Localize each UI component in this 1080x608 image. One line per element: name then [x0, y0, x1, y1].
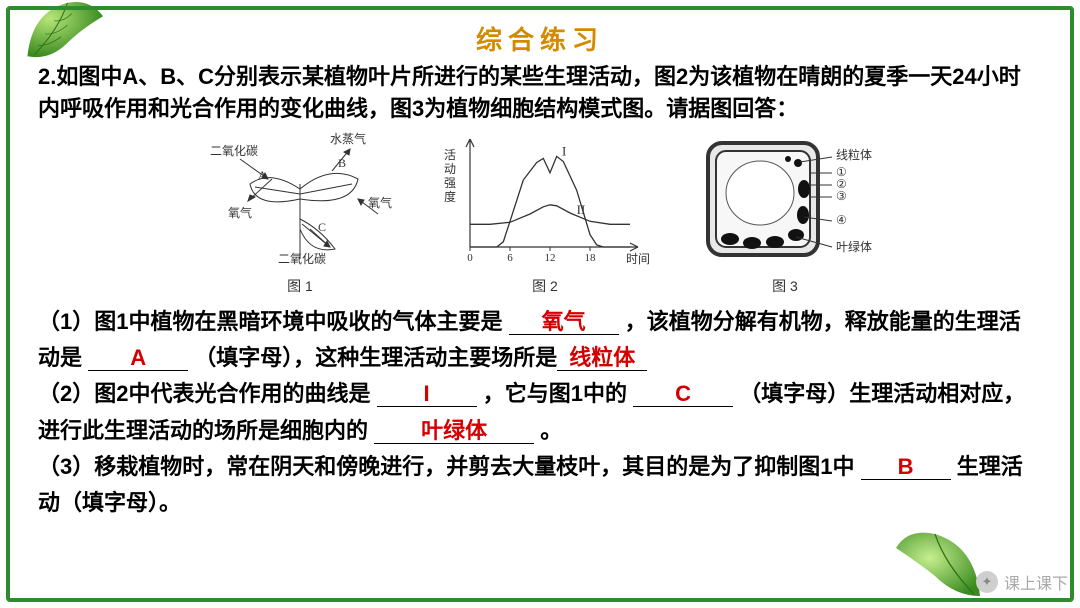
- fig1-label-vapor: 水蒸气: [330, 131, 366, 146]
- figures-row: 二氧化碳 水蒸气 A B 氧气 氧气 C 二氧化碳 图 1 活 动 强: [38, 129, 1042, 296]
- svg-text:0: 0: [467, 252, 473, 264]
- figure-2: 活 动 强 度 0 6 12 18 时间 I II: [440, 129, 650, 296]
- fig1-label-o2l: 氧气: [228, 205, 252, 220]
- fig2-ylabel-1: 活: [444, 148, 456, 162]
- p3-text-a: （3）移栽植物时，常在阴天和傍晚进行，并剪去大量枝叶，其目的是为了抑制图1中: [38, 454, 854, 479]
- p2-text-d: 。: [540, 418, 562, 443]
- fig1-label-o2r: 氧气: [368, 195, 392, 210]
- svg-text:度: 度: [444, 189, 456, 204]
- fig2-caption: 图 2: [440, 276, 650, 296]
- watermark-text: 课上课下: [1004, 570, 1068, 594]
- svg-text:④: ④: [836, 213, 847, 227]
- fig1-label-co2out: 二氧化碳: [278, 252, 326, 266]
- ans-2-1: I: [424, 381, 430, 406]
- fig1-label-co2in: 二氧化碳: [210, 144, 258, 158]
- figure-1: 二氧化碳 水蒸气 A B 氧气 氧气 C 二氧化碳 图 1: [200, 129, 400, 296]
- svg-text:③: ③: [836, 189, 847, 203]
- fig1-caption: 图 1: [200, 276, 400, 296]
- p2-text-a: （2）图2中代表光合作用的曲线是: [38, 381, 370, 406]
- p1-text-a: （1）图1中植物在黑暗环境中吸收的气体主要是: [38, 309, 502, 334]
- svg-text:动: 动: [444, 162, 456, 176]
- figure-3: 线粒体 ① ② ③ ④ 叶绿体 图 3: [690, 129, 880, 296]
- question-stem: 2.如图中A、B、C分别表示某植物叶片所进行的某些生理活动，图2为该植物在晴朗的…: [38, 61, 1042, 125]
- svg-text:I: I: [562, 143, 566, 158]
- fig1-label-A: A: [258, 168, 267, 182]
- answer-body: （1）图1中植物在黑暗环境中吸收的气体主要是 氧气 ，该植物分解有机物，释放能量…: [38, 304, 1042, 522]
- svg-text:II: II: [577, 202, 586, 217]
- watermark: ✦ 课上课下: [976, 570, 1068, 594]
- p2-text-b: ，它与图1中的: [483, 381, 627, 406]
- svg-text:叶绿体: 叶绿体: [836, 239, 872, 254]
- ans-1-1: 氧气: [542, 309, 586, 334]
- ans-1-3: 线粒体: [569, 345, 635, 370]
- ans-3-1: B: [898, 454, 914, 479]
- fig3-caption: 图 3: [690, 276, 880, 296]
- ans-2-3: 叶绿体: [421, 418, 487, 443]
- slide-frame: 综合练习 2.如图中A、B、C分别表示某植物叶片所进行的某些生理活动，图2为该植…: [6, 6, 1074, 602]
- svg-text:时间: 时间: [626, 252, 650, 266]
- ans-1-2: A: [130, 345, 146, 370]
- svg-text:线粒体: 线粒体: [836, 147, 872, 162]
- ans-2-2: C: [675, 381, 691, 406]
- svg-text:6: 6: [507, 252, 513, 264]
- svg-text:18: 18: [585, 252, 597, 264]
- p1-text-c: （填字母），这种生理活动主要场所是: [194, 345, 557, 370]
- svg-text:强: 强: [444, 176, 456, 190]
- fig1-label-C: C: [318, 220, 326, 234]
- page-title: 综合练习: [38, 20, 1042, 57]
- fig1-label-B: B: [338, 156, 346, 170]
- wechat-icon: ✦: [976, 571, 998, 593]
- svg-text:12: 12: [545, 252, 556, 264]
